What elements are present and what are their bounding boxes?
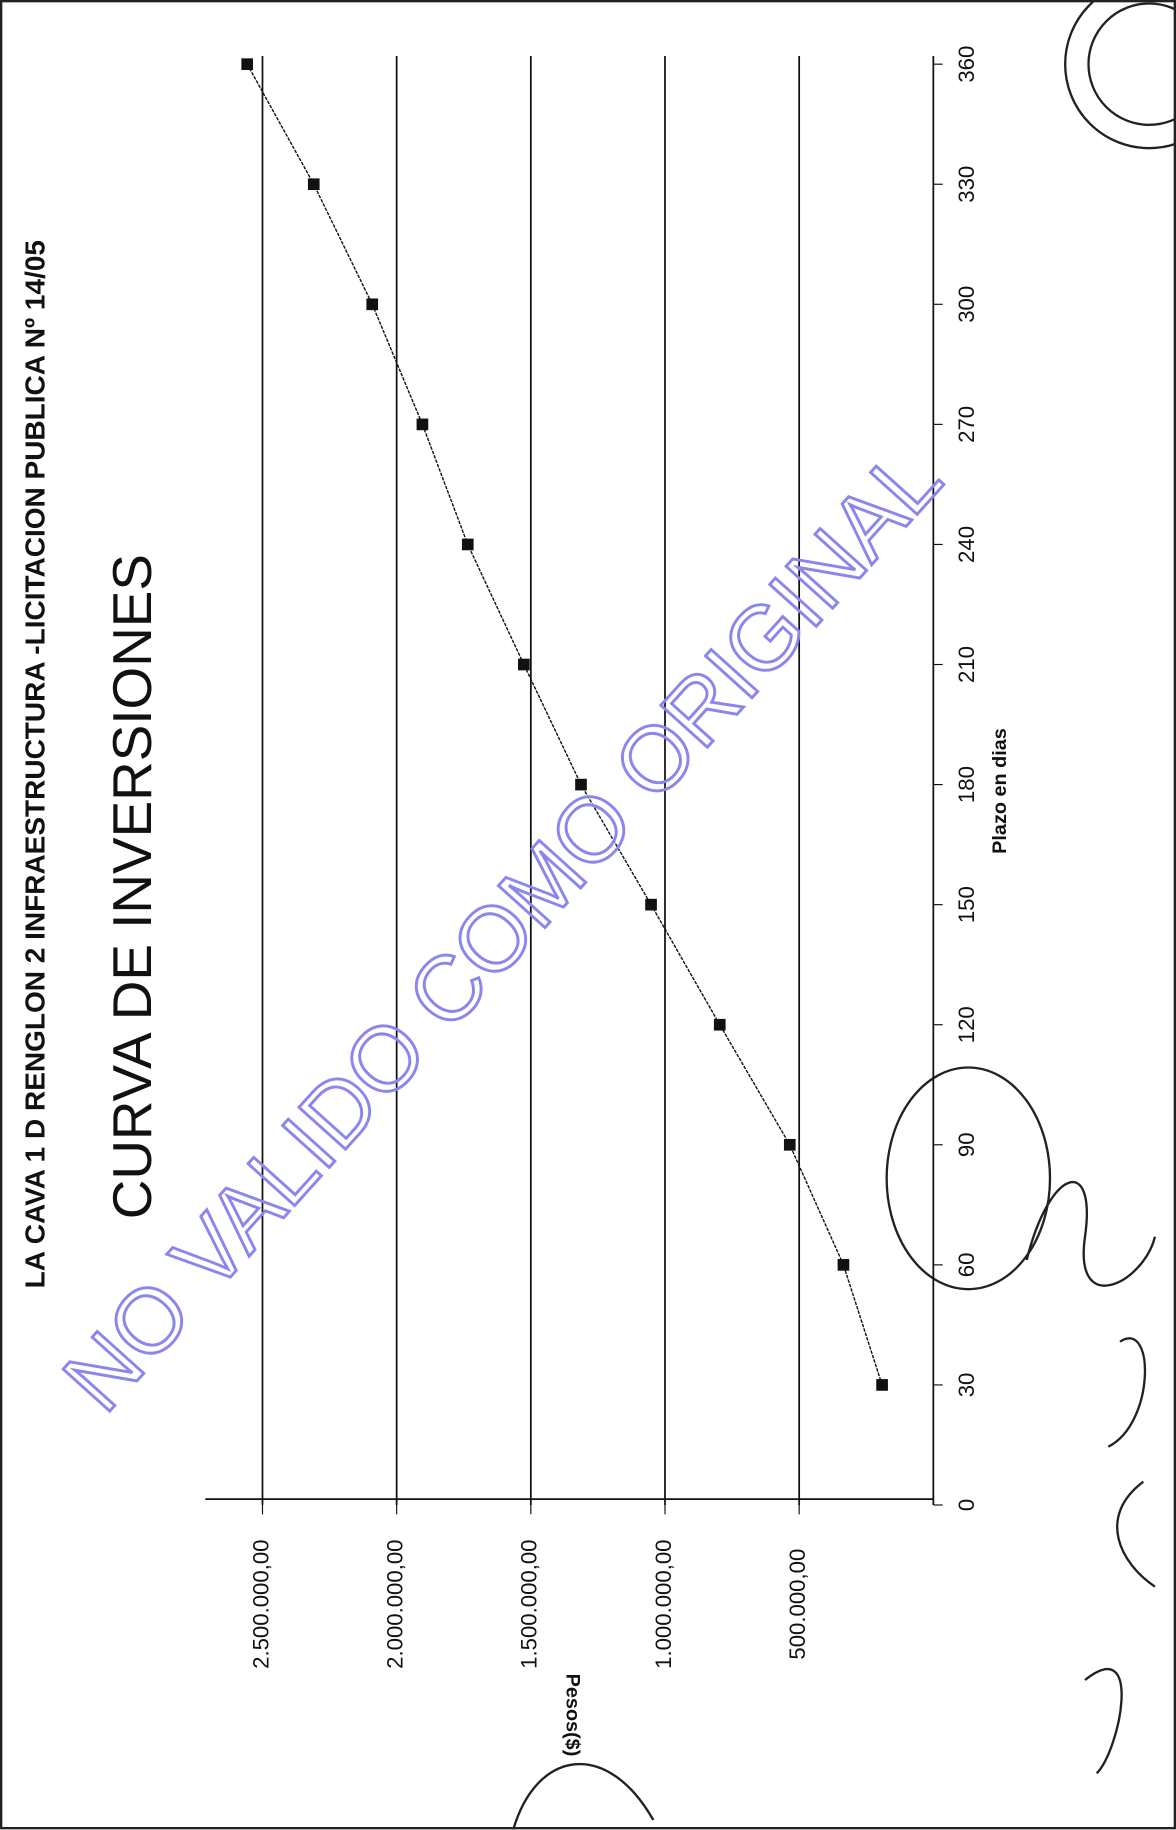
data-point	[876, 1379, 888, 1391]
x-tick-label: 240	[954, 526, 979, 563]
data-point	[713, 1018, 726, 1031]
chart-subtitle: CURVA DE INVERSIONES	[101, 554, 163, 1219]
x-tick-label: 300	[954, 286, 979, 323]
data-point	[837, 1259, 850, 1271]
y-tick-label: 2.500.000,00	[248, 1539, 273, 1668]
data-point	[645, 898, 657, 911]
data-point	[366, 298, 379, 311]
data-point	[783, 1138, 796, 1151]
x-tick-label: 120	[954, 1006, 979, 1043]
x-tick-label: 210	[954, 646, 979, 683]
decorations	[512, 0, 1176, 1830]
data-point	[518, 658, 530, 671]
x-tick-label: 330	[954, 166, 979, 203]
x-tick-label: 180	[954, 766, 979, 803]
signature-loop	[885, 1066, 1052, 1291]
y-tick-label: 2.000.000,00	[383, 1539, 408, 1668]
handwriting	[1084, 1337, 1156, 1775]
y-axis-label: Pesos($)	[561, 1674, 583, 1757]
y-tick-label: 1.000.000,00	[651, 1539, 676, 1668]
chart-title: LA CAVA 1 D RENGLON 2 INFRAESTRUCTURA -L…	[20, 240, 51, 1288]
data-point	[461, 538, 474, 551]
x-tick-label: 90	[954, 1132, 979, 1157]
x-tick-label: 30	[954, 1373, 979, 1398]
series-line	[246, 63, 883, 1386]
data-point	[241, 58, 254, 71]
scribble	[512, 1763, 655, 1830]
x-tick-label: 150	[954, 886, 979, 923]
x-tick-label: 360	[954, 46, 979, 83]
signature	[1025, 1180, 1157, 1287]
watermark: NO VALIDO COMO ORIGINAL	[45, 428, 961, 1430]
data-point	[575, 778, 587, 791]
x-tick-label: 60	[954, 1253, 979, 1278]
y-tick-label: 500.000,00	[785, 1549, 810, 1660]
stamp-inner	[1087, 2, 1176, 126]
x-tick-label: 270	[954, 406, 979, 443]
data-point	[416, 418, 429, 431]
y-tick-label: 1.500.000,00	[517, 1539, 542, 1668]
x-axis-label: Plazo en dias	[989, 728, 1011, 854]
data-point	[307, 178, 320, 191]
stamp	[1064, 0, 1176, 150]
x-tick-label: 0	[954, 1499, 979, 1511]
